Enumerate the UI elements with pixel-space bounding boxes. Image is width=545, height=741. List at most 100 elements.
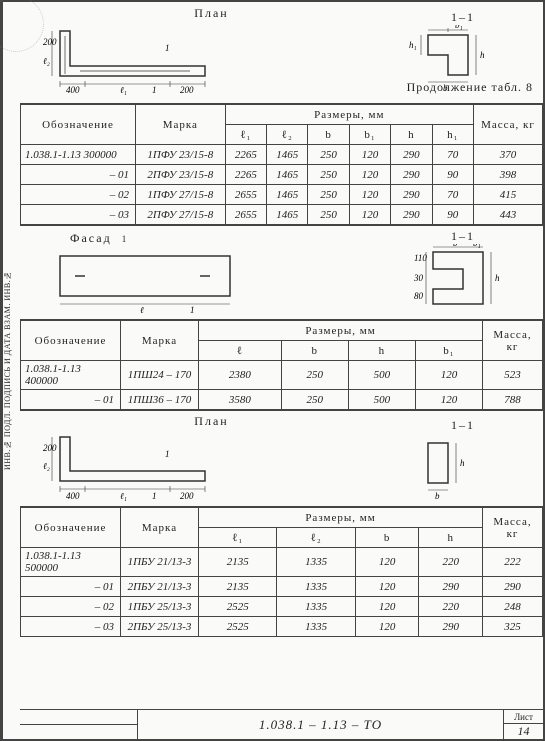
cell-dimension: 2265 [225, 165, 266, 185]
data-table-1: Обозначение Марка Размеры, мм Масса, кг … [20, 104, 543, 225]
cell-mass: 370 [473, 145, 542, 165]
cell-dimension: 3580 [199, 390, 282, 410]
cell-mass: 325 [483, 617, 543, 637]
section-caption-2: 1–1 [393, 229, 533, 244]
table-row: – 021ПФУ 27/15-82655146525012029070415 [21, 185, 543, 205]
cell-designation: 1.038.1-1.13 500000 [21, 548, 121, 577]
table-row: 1.038.1-1.13 3000001ПФУ 23/15-8226514652… [21, 145, 543, 165]
cell-dimension: 120 [355, 548, 419, 577]
cell-dimension: 2265 [225, 145, 266, 165]
cell-dimension: 1465 [267, 145, 308, 165]
plan-svg-1: 400 ℓ₁ 1 200 200 ℓ₂ 1 [30, 21, 240, 99]
svg-text:1: 1 [165, 43, 170, 53]
cell-dimension: 2135 [199, 577, 277, 597]
svg-text:ℓ₁: ℓ₁ [120, 491, 127, 501]
cell-dimension: 1335 [277, 548, 355, 577]
cell-marka: 1ПФУ 23/15-8 [135, 145, 225, 165]
svg-text:400: 400 [66, 491, 80, 501]
cell-dimension: 2135 [199, 548, 277, 577]
cell-marka: 1ПФУ 27/15-8 [135, 185, 225, 205]
svg-text:200: 200 [180, 85, 194, 95]
cell-designation: 1.038.1-1.13 300000 [21, 145, 136, 165]
section-caption-3: 1–1 [393, 418, 533, 433]
cell-dimension: 90 [432, 205, 473, 225]
table-row: – 032ПФУ 27/15-82655146525012029090443 [21, 205, 543, 225]
cell-marka: 2ПБУ 25/13-3 [121, 617, 199, 637]
drawing-page: ИНВ.№ ПОДЛ. ПОДПИСЬ И ДАТА ВЗАМ. ИНВ.№ П… [0, 0, 545, 741]
cell-dimension: 250 [308, 145, 349, 165]
cell-dimension: 120 [355, 597, 419, 617]
cell-dimension: 1335 [277, 597, 355, 617]
cell-mass: 443 [473, 205, 542, 225]
cell-dimension: 290 [419, 617, 483, 637]
cell-dimension: 2380 [199, 361, 282, 390]
svg-text:b₁: b₁ [455, 25, 463, 30]
cell-dimension: 1465 [267, 185, 308, 205]
cell-marka: 1ПШ36 – 170 [121, 390, 199, 410]
cell-dimension: 70 [432, 145, 473, 165]
cell-marka: 1ПШ24 – 170 [121, 361, 199, 390]
section-view-3: 1–1 h b [393, 418, 533, 499]
svg-text:1: 1 [152, 85, 157, 95]
plan-caption-3: План [30, 414, 393, 429]
svg-text:400: 400 [66, 85, 80, 95]
section-caption-1: 1–1 [393, 10, 533, 25]
cell-designation: – 03 [21, 205, 136, 225]
cell-mass: 248 [483, 597, 543, 617]
facade-svg: ℓ 1 [30, 246, 260, 314]
svg-text:h₁: h₁ [409, 40, 417, 50]
cell-dimension: 120 [349, 205, 390, 225]
cell-dimension: 2655 [225, 205, 266, 225]
svg-text:1: 1 [190, 305, 195, 314]
plan-caption-1: План [30, 6, 393, 21]
cell-dimension: 1465 [267, 165, 308, 185]
continuation-label: Продолжение табл. 8 [407, 80, 533, 95]
cell-dimension: 90 [432, 165, 473, 185]
cell-marka: 2ПФУ 27/15-8 [135, 205, 225, 225]
page-content: План 400 ℓ₁ 1 20 [20, 2, 543, 739]
cell-mass: 788 [483, 390, 543, 410]
cell-designation: – 01 [21, 165, 136, 185]
section-view-2: 1–1 110 30 80 h b b₁ [393, 229, 533, 316]
cell-dimension: 70 [432, 185, 473, 205]
cell-dimension: 120 [355, 617, 419, 637]
cell-designation: – 03 [21, 617, 121, 637]
svg-text:h: h [495, 273, 500, 283]
cell-dimension: 120 [415, 361, 482, 390]
svg-text:200: 200 [43, 37, 57, 47]
table-row: – 021ПБУ 25/13-325251335120220248 [21, 597, 543, 617]
cell-designation: 1.038.1-1.13 400000 [21, 361, 121, 390]
side-signature-strip: ИНВ.№ ПОДЛ. ПОДПИСЬ И ДАТА ВЗАМ. ИНВ.№ [2, 2, 20, 739]
cell-dimension: 500 [348, 361, 415, 390]
facade-caption: Фасад 1 [30, 231, 393, 246]
col-marka: Марка [135, 105, 225, 145]
section-svg-3: h b [393, 433, 483, 499]
cell-dimension: 120 [349, 185, 390, 205]
cell-dimension: 2525 [199, 617, 277, 637]
table-band-3: Обозначение Марка Размеры, мм Масса, кг … [20, 507, 543, 637]
cell-designation: – 01 [21, 390, 121, 410]
table-row: – 011ПШ36 – 1703580250500120788 [21, 390, 543, 410]
title-block-footer: 1.038.1 – 1.13 – ТО Лист 14 [20, 709, 543, 739]
table-row: 1.038.1-1.13 4000001ПШ24 – 1702380250500… [21, 361, 543, 390]
table-header-row: Обозначение Марка Размеры, мм Масса, кг [21, 105, 543, 125]
cell-dimension: 290 [391, 165, 432, 185]
cell-dimension: 220 [419, 548, 483, 577]
data-table-3: Обозначение Марка Размеры, мм Масса, кг … [20, 507, 543, 637]
plan-view-3: План 400 ℓ₁ 1 200 200 [30, 414, 393, 503]
col-designation: Обозначение [21, 105, 136, 145]
cell-dimension: 290 [391, 205, 432, 225]
table-band-1: Обозначение Марка Размеры, мм Масса, кг … [20, 104, 543, 226]
table-row: 1.038.1-1.13 5000001ПБУ 21/13-3213513351… [21, 548, 543, 577]
svg-text:1: 1 [165, 449, 170, 459]
svg-text:30: 30 [413, 273, 424, 283]
cell-dimension: 290 [419, 577, 483, 597]
cell-mass: 290 [483, 577, 543, 597]
cell-dimension: 250 [281, 390, 348, 410]
drawing-code: 1.038.1 – 1.13 – ТО [138, 710, 503, 739]
cell-mass: 523 [483, 361, 543, 390]
cell-dimension: 1335 [277, 577, 355, 597]
svg-text:b: b [435, 491, 440, 499]
cell-marka: 1ПБУ 21/13-3 [121, 548, 199, 577]
cell-dimension: 120 [415, 390, 482, 410]
